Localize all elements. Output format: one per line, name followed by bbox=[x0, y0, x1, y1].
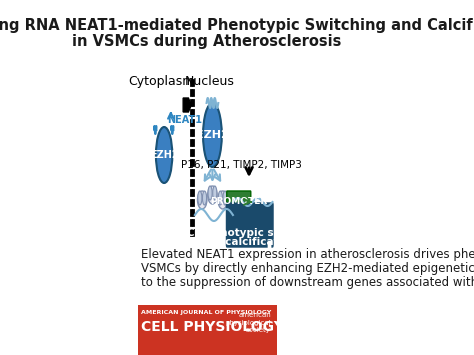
Circle shape bbox=[213, 186, 217, 200]
Text: Nucleus: Nucleus bbox=[184, 75, 235, 88]
Text: american
physiological
society: american physiological society bbox=[225, 312, 271, 333]
Text: Long Noncoding RNA NEAT1-mediated Phenotypic Switching and Calcification: Long Noncoding RNA NEAT1-mediated Phenot… bbox=[0, 18, 474, 33]
Circle shape bbox=[203, 103, 222, 167]
Circle shape bbox=[208, 186, 212, 200]
Ellipse shape bbox=[208, 186, 217, 204]
Circle shape bbox=[156, 127, 173, 183]
Text: EZH2: EZH2 bbox=[196, 130, 229, 140]
Text: EZH2: EZH2 bbox=[150, 150, 178, 160]
Text: CELL PHYSIOLOGY. © 2024: CELL PHYSIOLOGY. © 2024 bbox=[141, 320, 349, 334]
Text: to the suppression of downstream genes associated with senescence and migration.: to the suppression of downstream genes a… bbox=[141, 276, 474, 289]
Text: in VSMCs during Atherosclerosis: in VSMCs during Atherosclerosis bbox=[73, 34, 342, 49]
FancyBboxPatch shape bbox=[227, 203, 273, 247]
Text: NEAT1: NEAT1 bbox=[167, 115, 202, 125]
FancyArrow shape bbox=[268, 242, 271, 257]
Circle shape bbox=[219, 191, 222, 205]
Circle shape bbox=[202, 191, 207, 205]
Ellipse shape bbox=[218, 191, 228, 209]
Text: P16, P21, TIMP2, TIMP3: P16, P21, TIMP2, TIMP3 bbox=[181, 160, 302, 170]
Text: Cytoplasm: Cytoplasm bbox=[128, 75, 194, 88]
Circle shape bbox=[198, 191, 202, 205]
FancyBboxPatch shape bbox=[227, 191, 251, 211]
Text: VSMC phenotypic switching: VSMC phenotypic switching bbox=[161, 228, 324, 238]
Ellipse shape bbox=[198, 191, 207, 209]
Text: Elevated NEAT1 expression in atherosclerosis drives phenotypic and osteogenic tr: Elevated NEAT1 expression in atheroscler… bbox=[141, 248, 474, 261]
Circle shape bbox=[223, 191, 227, 205]
Text: PROMOTER: PROMOTER bbox=[210, 197, 267, 206]
Text: VSMCs by directly enhancing EZH2-mediated epigenetic modifications in the nucleu: VSMCs by directly enhancing EZH2-mediate… bbox=[141, 262, 474, 275]
Bar bbox=[138, 305, 276, 355]
Text: VSMC calcification: VSMC calcification bbox=[188, 237, 297, 247]
Text: AMERICAN JOURNAL OF PHYSIOLOGY: AMERICAN JOURNAL OF PHYSIOLOGY bbox=[141, 310, 272, 315]
FancyArrow shape bbox=[183, 98, 191, 112]
